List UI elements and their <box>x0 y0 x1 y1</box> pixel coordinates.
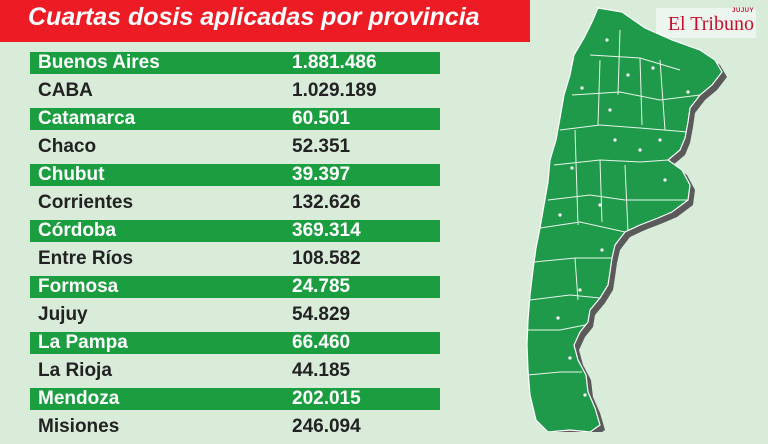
dose-count: 44.185 <box>292 360 351 381</box>
dose-count: 66.460 <box>292 332 351 353</box>
dose-count: 132.626 <box>292 192 361 213</box>
province-name: La Pampa <box>38 332 128 353</box>
capital-dots <box>556 38 690 397</box>
province-name: Mendoza <box>38 388 120 409</box>
dose-count: 54.829 <box>292 304 351 325</box>
page-title: Cuartas dosis aplicadas por provincia <box>28 3 480 31</box>
map-land <box>526 7 723 432</box>
table-row: CABA 1.029.189 <box>30 80 440 102</box>
dose-count: 202.015 <box>292 388 361 409</box>
province-name: Misiones <box>38 416 120 437</box>
table-row: Entre Ríos 108.582 <box>30 248 440 270</box>
table-row: La Pampa 66.460 <box>30 332 440 354</box>
province-name: Entre Ríos <box>38 248 134 269</box>
table-row: Misiones 246.094 <box>30 416 440 438</box>
brand-logo: JUJUY El Tribuno <box>656 8 756 38</box>
dose-count: 369.314 <box>292 220 361 241</box>
brand-edition: JUJUY <box>732 8 754 14</box>
dose-count: 1.029.189 <box>292 80 377 101</box>
province-name: Corrientes <box>38 192 134 213</box>
header-banner: Cuartas dosis aplicadas por provincia <box>0 0 530 42</box>
province-name: Chaco <box>38 136 97 157</box>
table-row: Chaco 52.351 <box>30 136 440 158</box>
table-row: Corrientes 132.626 <box>30 192 440 214</box>
province-name: Buenos Aires <box>38 52 160 73</box>
table-row: Formosa 24.785 <box>30 276 440 298</box>
brand-name: El Tribuno <box>667 13 754 35</box>
dose-count: 246.094 <box>292 416 361 437</box>
province-name: Córdoba <box>38 220 117 241</box>
province-name: Chubut <box>38 164 105 185</box>
table-row: Buenos Aires 1.881.486 <box>30 52 440 74</box>
dose-count: 24.785 <box>292 276 351 297</box>
table-row: La Rioja 44.185 <box>30 360 440 382</box>
provinces-table: Buenos Aires 1.881.486 CABA 1.029.189 Ca… <box>30 52 440 444</box>
province-name: La Rioja <box>38 360 112 381</box>
table-row: Jujuy 54.829 <box>30 304 440 326</box>
province-name: Jujuy <box>38 304 88 325</box>
province-name: Formosa <box>38 276 119 297</box>
dose-count: 108.582 <box>292 248 361 269</box>
table-row: Chubut 39.397 <box>30 164 440 186</box>
dose-count: 39.397 <box>292 164 351 185</box>
table-row: Catamarca 60.501 <box>30 108 440 130</box>
table-row: Mendoza 202.015 <box>30 388 440 410</box>
dose-count: 52.351 <box>292 136 351 157</box>
dose-count: 1.881.486 <box>292 52 377 73</box>
table-row: Córdoba 369.314 <box>30 220 440 242</box>
province-name: Catamarca <box>38 108 136 129</box>
argentina-map <box>526 7 727 432</box>
dose-count: 60.501 <box>292 108 351 129</box>
province-name: CABA <box>38 80 93 101</box>
province-borders <box>527 29 701 376</box>
